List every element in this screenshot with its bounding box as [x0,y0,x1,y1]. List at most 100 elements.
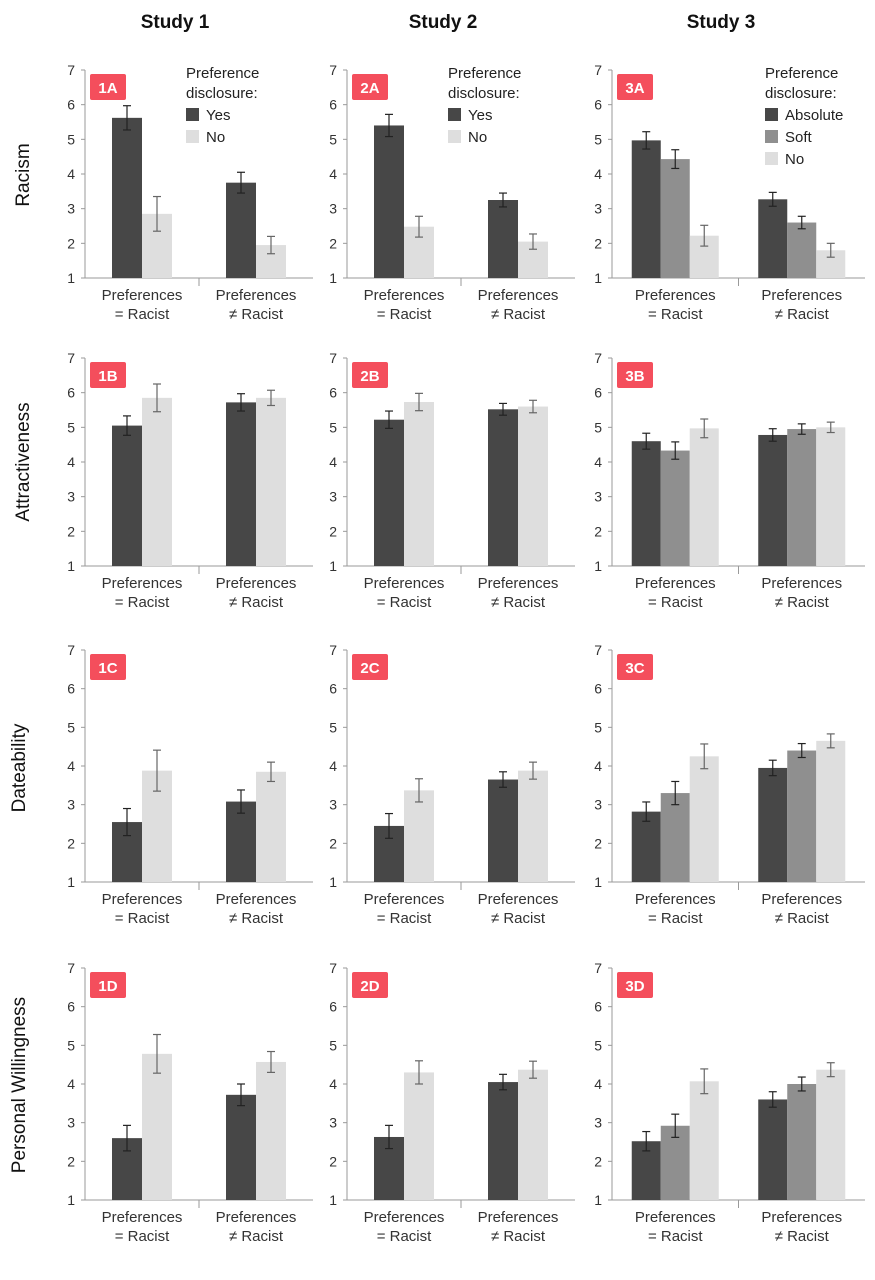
bar-1a-yes-1 [112,117,142,278]
x-label-3a: = Racist [648,306,703,323]
x-label-1a: Preferences [216,287,297,304]
y-tick-label-3c: 4 [594,758,602,774]
panel-label-2b: 2B [360,368,379,385]
y-tick-label-2d: 5 [329,1037,337,1053]
y-tick-label-2d: 6 [329,999,337,1015]
bar-3d-absolute-2 [758,1099,788,1200]
panel-label-1c: 1C [98,660,117,677]
y-tick-label-1b: 6 [67,385,75,401]
y-tick-label-2a: 5 [329,131,337,147]
bar-1b-no-1 [142,397,172,566]
panel-badge-1c [90,654,126,680]
y-tick-label-3c: 3 [594,797,602,813]
x-label-2b: ≠ Racist [491,594,546,611]
panel-label-2c: 2C [360,660,379,677]
bar-3b-absolute-1 [631,441,661,566]
bar-3d-soft-2 [787,1084,817,1200]
x-label-2b: Preferences [364,575,445,592]
legend-label-3a: Absolute [785,107,843,124]
y-tick-label-1b: 1 [67,558,75,574]
bar-1d-no-1 [142,1053,172,1200]
y-tick-label-2d: 3 [329,1115,337,1131]
y-tick-label-1c: 3 [67,797,75,813]
y-tick-label-1b: 4 [67,454,75,470]
x-label-3b: Preferences [761,575,842,592]
x-label-3c: Preferences [761,891,842,908]
legend-swatch-3a [765,108,778,121]
y-tick-label-2d: 4 [329,1076,337,1092]
y-tick-label-3c: 1 [594,874,602,890]
x-label-3c: Preferences [635,891,716,908]
bar-3d-no-1 [689,1081,719,1200]
y-tick-label-2c: 3 [329,797,337,813]
x-label-3c: ≠ Racist [775,910,830,927]
y-tick-label-3a: 4 [594,166,602,182]
y-tick-label-1d: 3 [67,1115,75,1131]
x-label-1a: ≠ Racist [229,306,284,323]
legend-title-1a: disclosure: [186,85,258,102]
bar-2b-no-1 [404,402,434,566]
y-tick-label-1d: 2 [67,1153,75,1169]
legend-title-3a: Preference [765,65,838,82]
legend-swatch-2a [448,130,461,143]
panel-badge-2c [352,654,388,680]
legend-label-3a: No [785,151,804,168]
y-tick-label-1a: 3 [67,201,75,217]
y-tick-label-2b: 5 [329,419,337,435]
y-tick-label-2b: 7 [329,350,337,366]
x-label-2a: Preferences [478,287,559,304]
x-label-2a: Preferences [364,287,445,304]
x-label-3a: Preferences [635,287,716,304]
legend-label-2a: Yes [468,107,492,124]
bar-3d-no-2 [816,1069,846,1200]
y-tick-label-1a: 2 [67,235,75,251]
panel-label-1b: 1B [98,368,117,385]
x-label-3b: = Racist [648,594,703,611]
bar-3a-absolute-2 [758,199,788,278]
x-label-2d: = Racist [377,1228,432,1245]
panel-badge-3b [617,362,653,388]
bar-3d-soft-1 [660,1125,690,1200]
study-2-title: Study 2 [408,12,478,33]
legend-swatch-3a [765,130,778,143]
y-tick-label-3c: 6 [594,681,602,697]
y-tick-label-2b: 1 [329,558,337,574]
y-tick-label-3c: 2 [594,835,602,851]
panel-badge-2a [352,74,388,100]
legend-title-1a: Preference [186,65,259,82]
x-label-3d: Preferences [761,1209,842,1226]
panel-label-2d: 2D [360,978,379,995]
y-tick-label-1c: 7 [67,642,75,658]
bar-2d-yes-2 [488,1082,518,1200]
y-tick-label-3a: 6 [594,97,602,113]
x-label-1d: Preferences [102,1209,183,1226]
y-tick-label-3b: 5 [594,419,602,435]
x-label-3b: Preferences [635,575,716,592]
x-label-3c: = Racist [648,910,703,927]
x-label-2c: Preferences [364,891,445,908]
y-tick-label-2a: 6 [329,97,337,113]
legend-label-1a: Yes [206,107,230,124]
y-tick-label-2c: 1 [329,874,337,890]
bar-1d-no-2 [256,1061,286,1200]
x-label-2d: Preferences [364,1209,445,1226]
bar-2d-no-2 [518,1069,548,1200]
bar-3c-soft-1 [660,793,690,882]
legend-label-1a: No [206,129,225,146]
y-tick-label-2d: 2 [329,1153,337,1169]
bar-3c-absolute-1 [631,811,661,882]
legend-swatch-3a [765,152,778,165]
x-label-3d: Preferences [635,1209,716,1226]
panel-badge-3a [617,74,653,100]
bar-1d-yes-2 [226,1094,256,1200]
x-label-2a: = Racist [377,306,432,323]
y-tick-label-2c: 2 [329,835,337,851]
y-tick-label-1b: 2 [67,523,75,539]
y-tick-label-3a: 1 [594,270,602,286]
bar-2b-no-2 [518,406,548,566]
study-3-title: Study 3 [686,12,756,33]
y-tick-label-2a: 4 [329,166,337,182]
y-tick-label-3d: 4 [594,1076,602,1092]
panel-label-3c: 3C [625,660,644,677]
x-label-3d: = Racist [648,1228,703,1245]
